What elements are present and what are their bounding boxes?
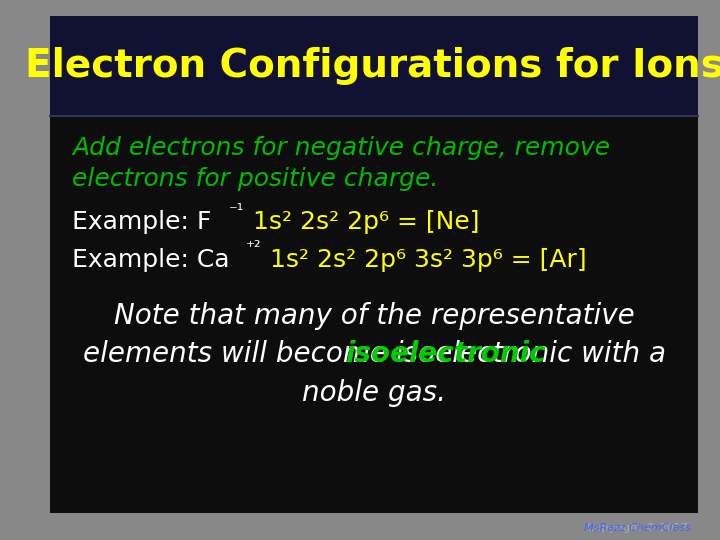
Text: 1s² 2s² 2p⁶ 3s² 3p⁶ = [Ar]: 1s² 2s² 2p⁶ 3s² 3p⁶ = [Ar]: [270, 248, 587, 272]
Text: ⁻¹: ⁻¹: [229, 201, 244, 220]
Text: Example: F: Example: F: [72, 211, 212, 234]
Text: Copyright © 2017: Copyright © 2017: [587, 523, 691, 533]
Text: elements will become isoelectronic with a: elements will become isoelectronic with …: [83, 340, 666, 368]
Text: Add electrons for negative charge, remove: Add electrons for negative charge, remov…: [72, 137, 610, 160]
FancyBboxPatch shape: [50, 16, 698, 116]
Text: 1s² 2s² 2p⁶ = [Ne]: 1s² 2s² 2p⁶ = [Ne]: [253, 211, 480, 234]
Text: Example: Ca: Example: Ca: [72, 248, 230, 272]
Text: electrons for positive charge.: electrons for positive charge.: [72, 167, 438, 191]
Text: Electron Configurations for Ions: Electron Configurations for Ions: [25, 47, 720, 85]
Text: noble gas.: noble gas.: [302, 379, 446, 407]
Text: MsRazz ChemClass: MsRazz ChemClass: [458, 523, 691, 533]
Text: Note that many of the representative: Note that many of the representative: [114, 302, 635, 330]
Text: isoelectronic: isoelectronic: [345, 340, 545, 368]
FancyBboxPatch shape: [50, 116, 698, 513]
Text: ⁺²: ⁺²: [246, 239, 262, 258]
